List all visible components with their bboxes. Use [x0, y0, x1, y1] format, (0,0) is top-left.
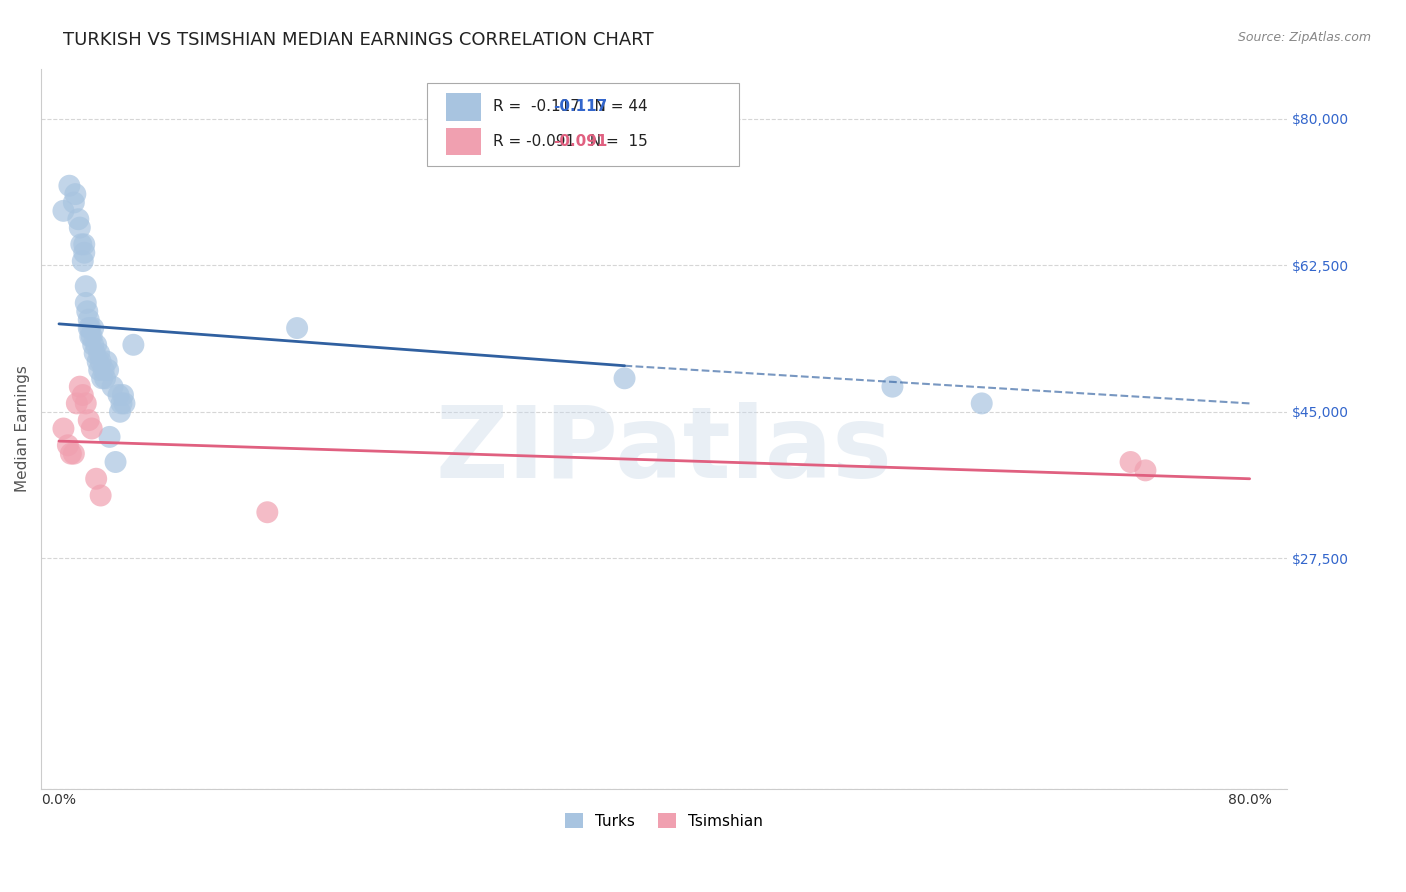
Point [84, 472, 107, 486]
Y-axis label: Median Earnings: Median Earnings [15, 365, 30, 492]
Point [86, 354, 108, 368]
Point [114, 396, 136, 410]
Point [110, 396, 132, 410]
Point [91, 371, 114, 385]
Point [76, 304, 98, 318]
Point [1135, 463, 1157, 477]
Point [104, 455, 127, 469]
Point [89, 363, 111, 377]
Point [77, 413, 100, 427]
Text: ZIPatlas: ZIPatlas [436, 401, 893, 499]
Text: R =  -0.117   N = 44: R = -0.117 N = 44 [494, 99, 648, 114]
Point [108, 405, 131, 419]
Point [90, 488, 112, 502]
Text: -0.091: -0.091 [553, 134, 607, 149]
Point [69, 379, 91, 393]
Text: R = -0.091   N =  15: R = -0.091 N = 15 [494, 134, 648, 149]
Point [52, 421, 75, 435]
Point [107, 388, 129, 402]
Point [77, 321, 100, 335]
Point [65, 187, 87, 202]
Point [84, 338, 107, 352]
Point [70, 237, 93, 252]
Point [77, 312, 100, 326]
Point [52, 203, 75, 218]
Point [82, 338, 104, 352]
Point [93, 363, 115, 377]
Point [73, 245, 96, 260]
Point [1119, 455, 1142, 469]
FancyBboxPatch shape [446, 94, 481, 120]
Point [59, 447, 82, 461]
Point [72, 388, 94, 402]
Point [73, 237, 96, 252]
Point [72, 254, 94, 268]
Point [58, 178, 80, 193]
Point [82, 321, 104, 335]
Point [94, 371, 117, 385]
Point [67, 212, 90, 227]
Point [98, 430, 121, 444]
Point [79, 329, 101, 343]
Point [111, 388, 134, 402]
Point [613, 371, 636, 385]
Text: Source: ZipAtlas.com: Source: ZipAtlas.com [1237, 31, 1371, 45]
Point [256, 505, 278, 519]
FancyBboxPatch shape [446, 128, 481, 155]
Point [75, 296, 97, 310]
Point [56, 438, 79, 452]
Text: TURKISH VS TSIMSHIAN MEDIAN EARNINGS CORRELATION CHART: TURKISH VS TSIMSHIAN MEDIAN EARNINGS COR… [63, 31, 654, 49]
Point [101, 379, 124, 393]
Legend: Turks, Tsimshian: Turks, Tsimshian [558, 806, 769, 835]
Point [79, 321, 101, 335]
Point [96, 354, 118, 368]
Point [97, 363, 120, 377]
Point [80, 329, 103, 343]
Point [75, 396, 97, 410]
Point [80, 421, 103, 435]
Point [285, 321, 308, 335]
Point [75, 279, 97, 293]
Point [66, 396, 89, 410]
FancyBboxPatch shape [427, 83, 738, 166]
Point [970, 396, 993, 410]
Point [69, 220, 91, 235]
Point [90, 354, 112, 368]
Point [89, 346, 111, 360]
Point [882, 379, 904, 393]
Point [122, 338, 145, 352]
Point [83, 346, 105, 360]
Text: -0.117: -0.117 [553, 99, 607, 114]
Point [63, 195, 86, 210]
Point [63, 447, 86, 461]
